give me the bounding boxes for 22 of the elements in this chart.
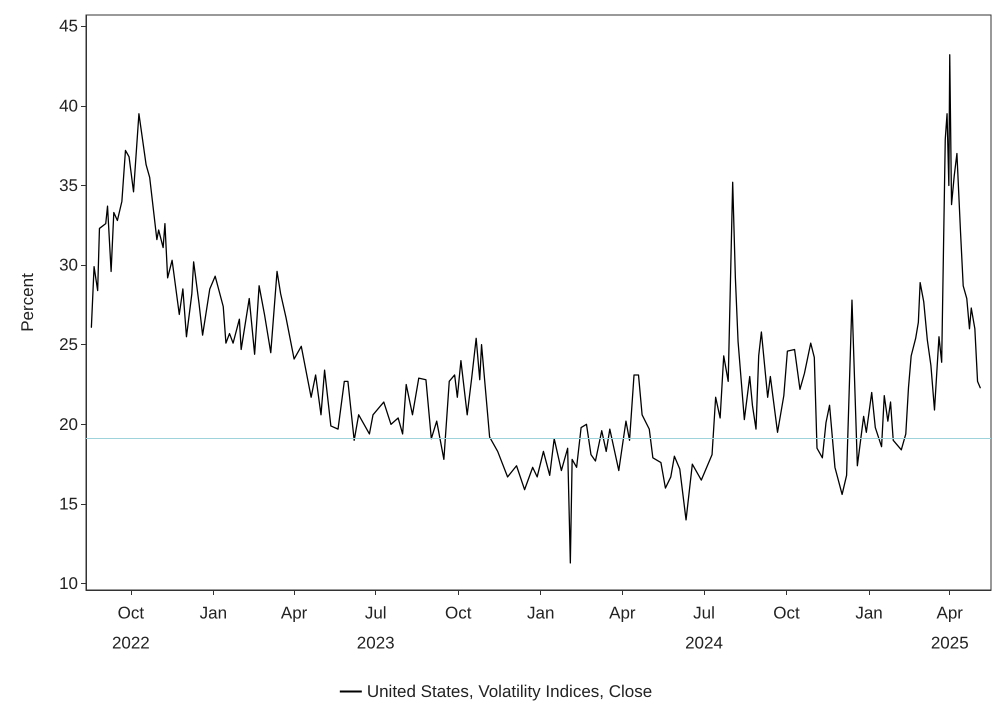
- x-tick-label: Jan: [855, 604, 883, 622]
- x-tick-label: Oct: [445, 604, 472, 622]
- legend-label: United States, Volatility Indices, Close: [366, 682, 652, 701]
- x-tick-label: Oct: [773, 604, 800, 622]
- x-tick-label: Apr 2025: [930, 604, 969, 652]
- y-tick-label: 45: [59, 16, 78, 36]
- y-axis-title: Percent: [18, 272, 37, 332]
- x-tick-label: Apr: [280, 604, 308, 622]
- y-tick-label: 35: [59, 176, 78, 195]
- x-tick-label: Jul 2024: [685, 604, 723, 652]
- x-tick-label: Jul 2023: [356, 604, 395, 652]
- y-tick-label: 10: [59, 574, 78, 594]
- y-tick-label: 30: [59, 256, 78, 275]
- line-series: [90, 54, 981, 564]
- x-tick-label: Apr: [609, 604, 636, 622]
- y-tick-label: 20: [59, 414, 78, 434]
- y-tick-label: 15: [59, 494, 78, 514]
- y-tick-label: 40: [59, 96, 78, 116]
- x-tick-label: Jan: [200, 604, 228, 622]
- x-tick-label: Oct 2022: [112, 604, 150, 652]
- x-tick-label: Jan: [527, 604, 554, 622]
- y-tick-label: 25: [59, 335, 78, 354]
